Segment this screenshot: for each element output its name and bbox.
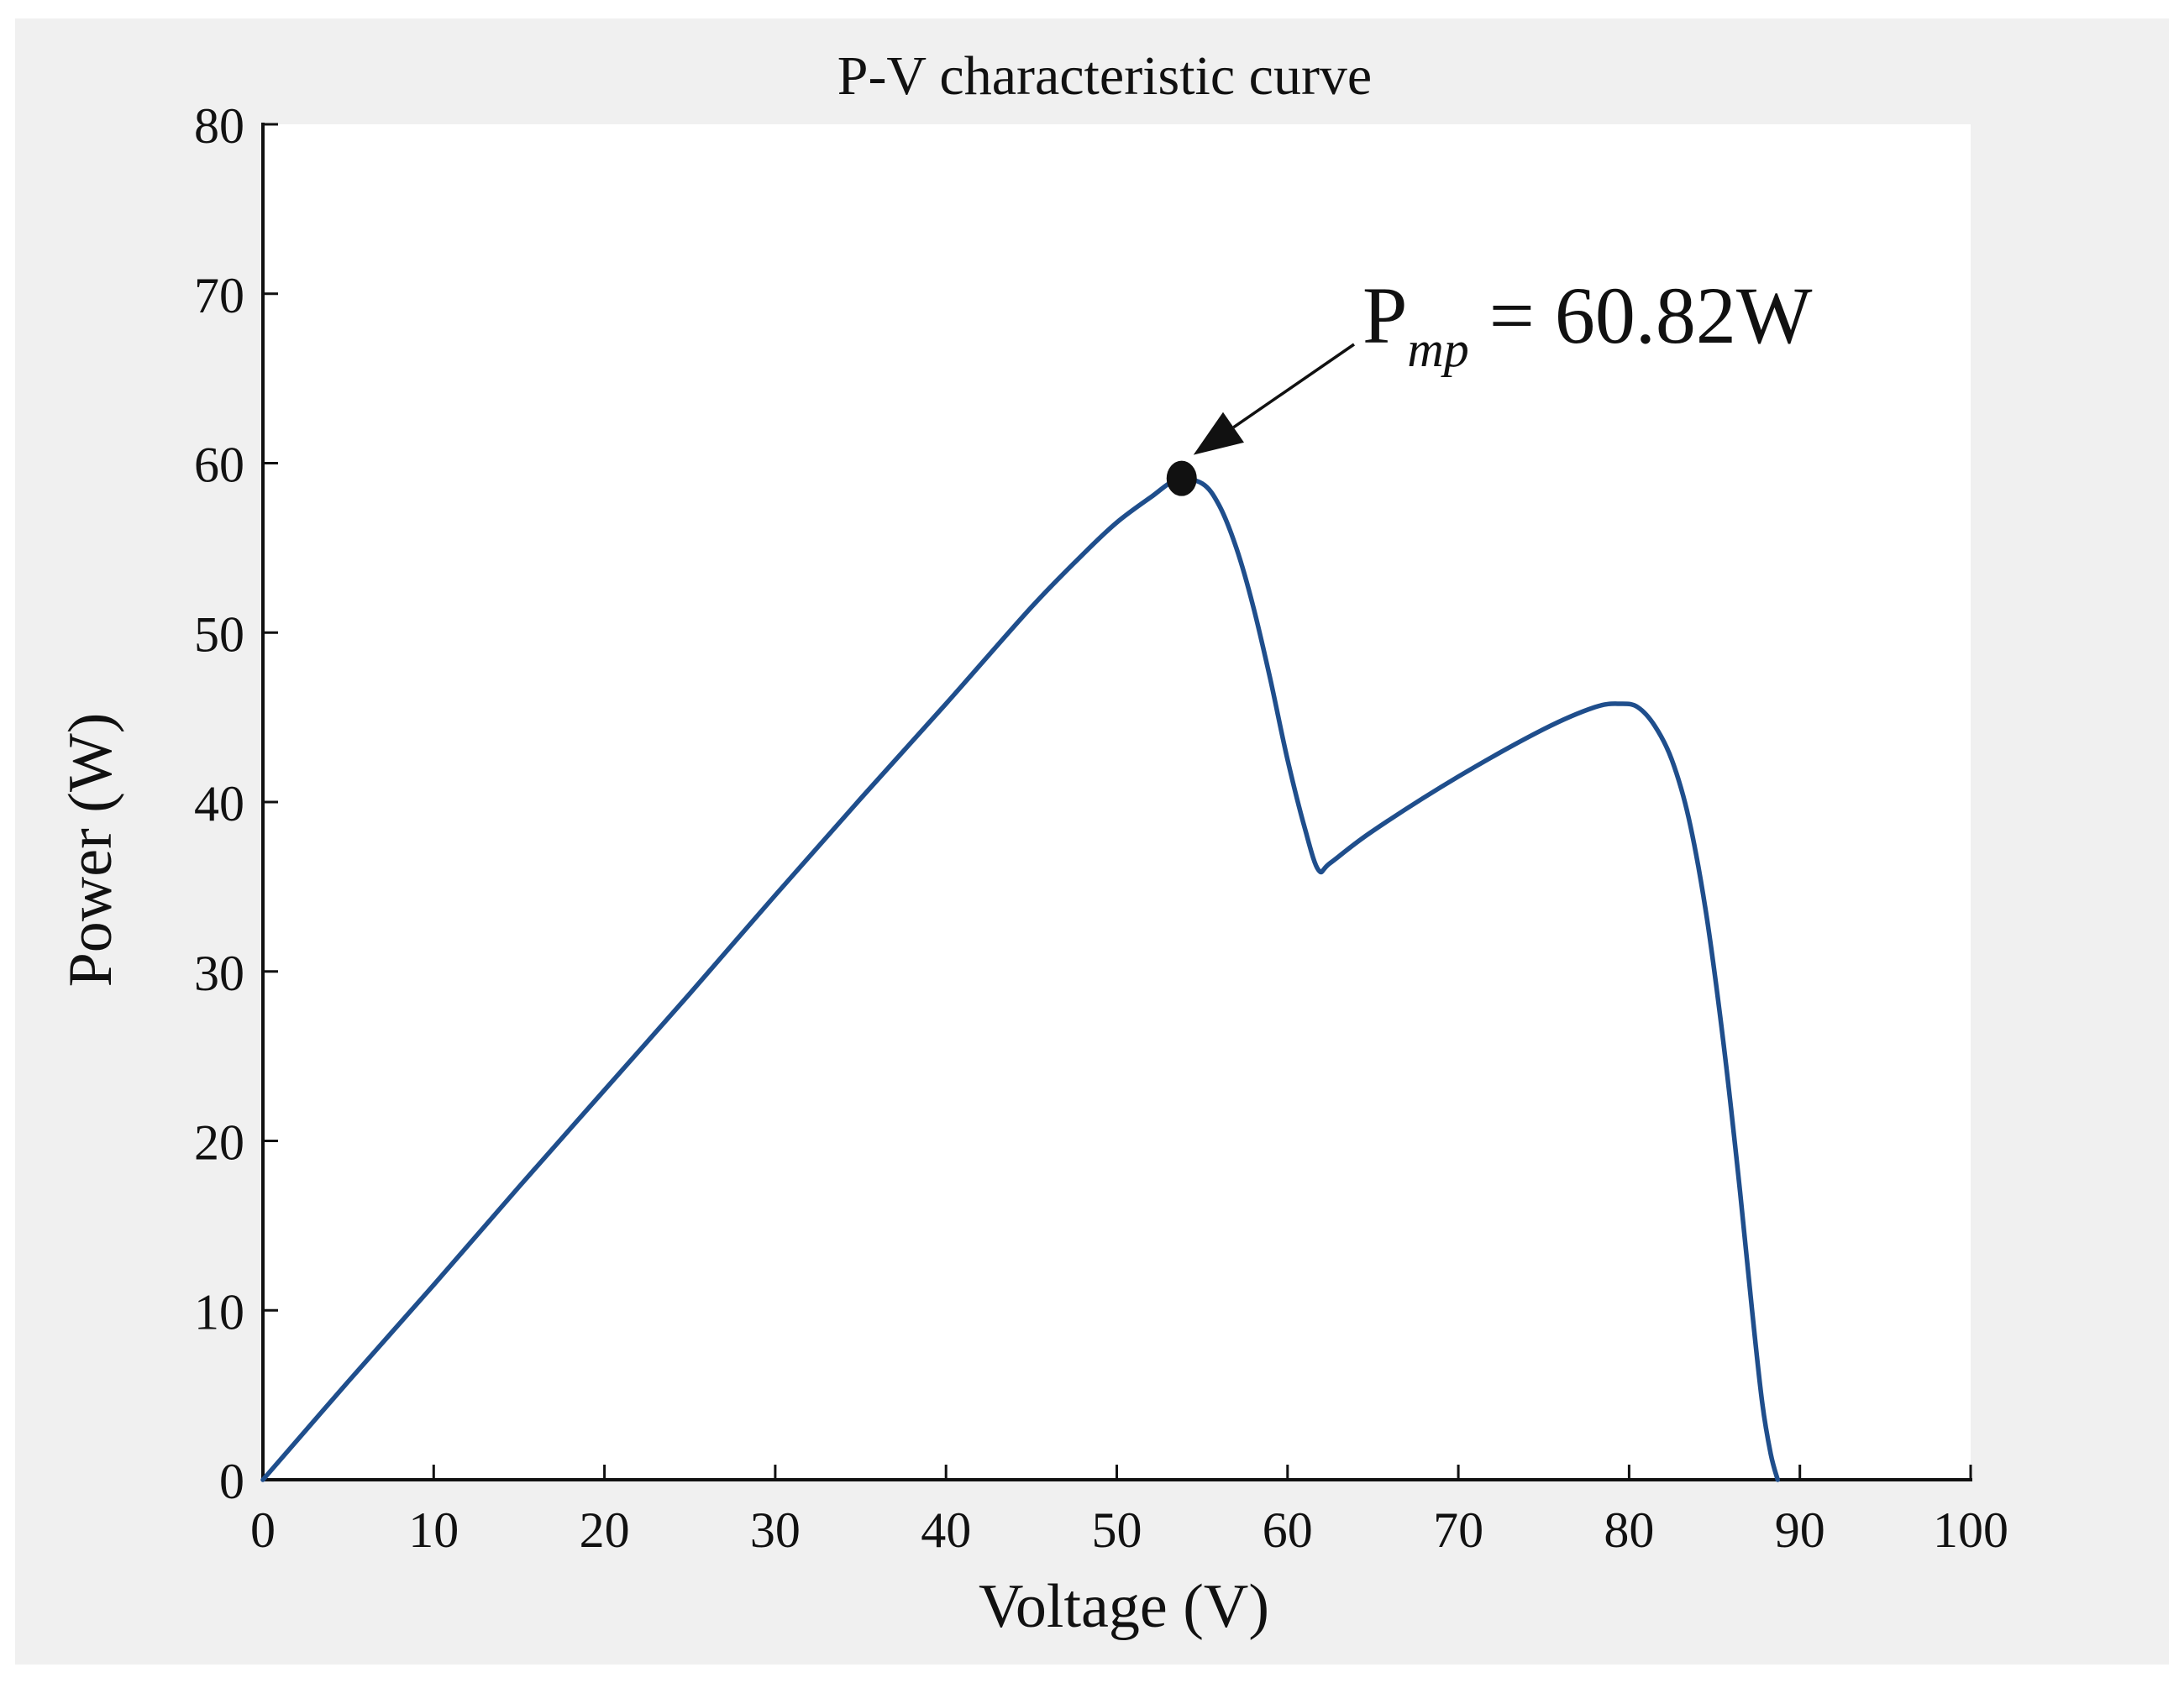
y-tick-label: 0 [219,1454,244,1509]
x-tick-label: 10 [408,1502,459,1558]
annotation-arrow-line [1232,343,1355,429]
x-tick-label: 100 [1933,1502,2008,1558]
series-group [260,476,1781,1482]
x-tick-label: 50 [1092,1502,1142,1558]
x-tick-label: 0 [250,1502,276,1558]
x-tick-label: 70 [1433,1502,1483,1558]
y-axis-label: Power (W) [56,713,125,988]
x-ticks: 0 10 20 30 40 50 60 70 80 90 100 [250,1465,2008,1558]
x-tick-label: 60 [1263,1502,1313,1558]
y-tick-label: 10 [194,1284,244,1340]
y-tick-label: 80 [194,98,244,154]
chart-title: P-V characteristic curve [837,45,1372,107]
pmp-subscript: mp [1407,322,1468,377]
pv-curve-line [260,476,1781,1482]
y-tick-label: 30 [194,946,244,1001]
annotation-arrow-head [1193,412,1244,455]
x-tick-label: 30 [750,1502,801,1558]
y-tick-label: 60 [194,438,244,493]
y-tick-label: 50 [194,606,244,662]
y-tick-label: 70 [194,268,244,323]
pmp-symbol: P [1362,270,1407,360]
y-ticks: 0 10 20 30 40 50 60 70 80 [194,98,278,1509]
pmp-value: = 60.82W [1489,270,1813,360]
x-tick-label: 20 [580,1502,630,1558]
x-tick-label: 40 [921,1502,971,1558]
max-power-label: Pmp = 60.82W [1362,270,1813,377]
y-tick-label: 20 [194,1115,244,1171]
annotation-group: Pmp = 60.82W [1166,270,1813,496]
max-power-point-marker [1166,460,1197,496]
x-axis-label: Voltage (V) [979,1572,1269,1641]
x-tick-label: 80 [1604,1502,1654,1558]
x-tick-label: 90 [1775,1502,1825,1558]
y-tick-label: 40 [194,776,244,831]
